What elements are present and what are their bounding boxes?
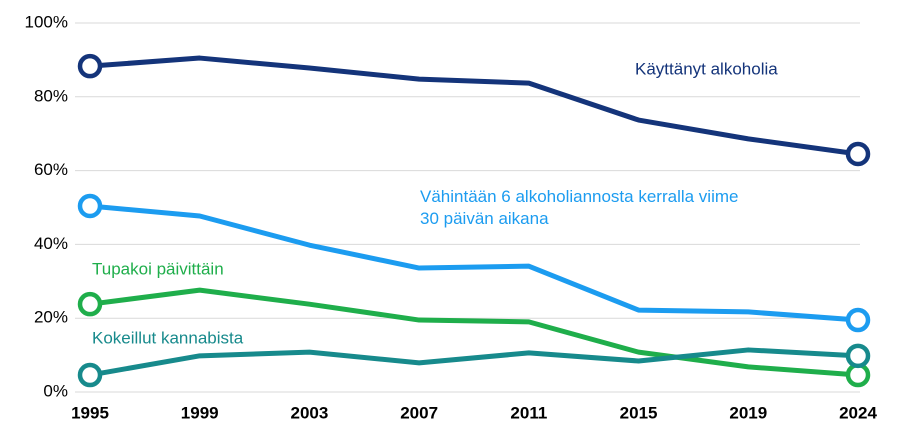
series-label: Vähintään 6 alkoholiannosta kerralla vii… <box>420 187 738 228</box>
x-tick-label: 2007 <box>400 403 438 422</box>
series-line <box>89 55 859 157</box>
end-marker <box>845 343 871 369</box>
series-label-line: Vähintään 6 alkoholiannosta kerralla vii… <box>420 187 738 206</box>
end-marker <box>77 291 103 317</box>
x-tick-label: 2019 <box>729 403 767 422</box>
x-tick-label: 2003 <box>291 403 329 422</box>
y-tick-label: 40% <box>34 234 68 253</box>
series-label-line: 30 päivän aikana <box>420 209 549 228</box>
series-line <box>89 347 859 378</box>
series-label: Käyttänyt alkoholia <box>635 59 778 78</box>
end-marker <box>77 362 103 388</box>
y-tick-label: 60% <box>34 160 68 179</box>
x-tick-label: 2015 <box>620 403 658 422</box>
end-marker <box>845 307 871 333</box>
y-tick-label: 80% <box>34 86 68 105</box>
series-label: Kokeillut kannabista <box>92 328 244 347</box>
y-tick-label: 20% <box>34 308 68 327</box>
series-label: Tupakoi päivittäin <box>92 259 224 278</box>
end-marker <box>77 193 103 219</box>
end-marker <box>845 141 871 167</box>
y-tick-label: 100% <box>25 12 68 31</box>
x-tick-label: 1995 <box>71 403 109 422</box>
y-tick-label: 0% <box>43 381 68 400</box>
x-tick-label: 2011 <box>510 403 547 422</box>
series-line <box>89 203 859 323</box>
x-tick-label: 1999 <box>181 403 219 422</box>
end-marker <box>77 53 103 79</box>
x-tick-label: 2024 <box>839 403 877 422</box>
series-line <box>89 287 859 378</box>
